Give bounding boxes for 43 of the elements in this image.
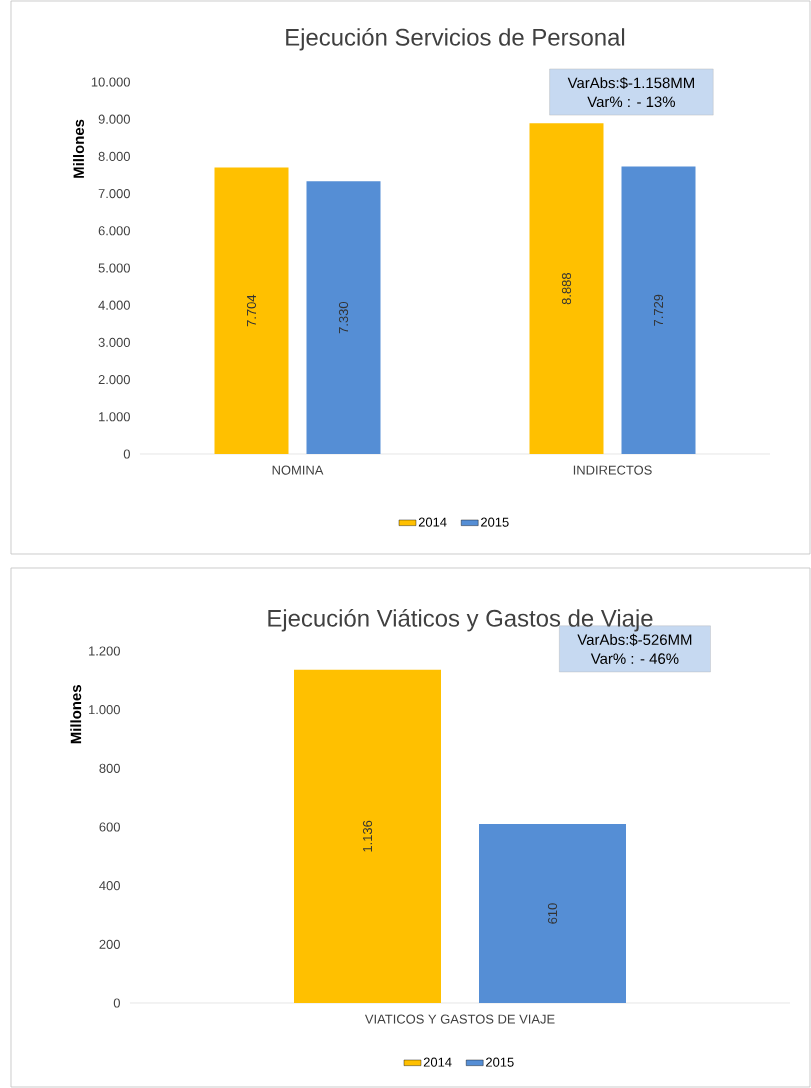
legend-label: 2014	[423, 1057, 452, 1067]
annotation: Var% : - 46%	[590, 653, 679, 664]
y-tick-label: 3.000	[98, 337, 130, 347]
y-tick-label: 1.000	[89, 705, 120, 715]
y-tick-label: 9.000	[98, 114, 130, 124]
y-tick-label: 6.000	[98, 226, 130, 236]
data-label: 610	[547, 903, 558, 924]
text: VarAbs:$-526MM	[577, 633, 692, 646]
data-label: 7.729	[653, 294, 664, 326]
bar	[214, 167, 289, 454]
legend-label: 2015	[486, 1057, 514, 1067]
y-axis-title: Millones	[73, 119, 85, 178]
y-tick-label: 800	[99, 763, 120, 773]
data-label: 7.330	[338, 301, 349, 334]
bar	[529, 123, 604, 454]
y-tick-label: 1.200	[89, 646, 120, 656]
bar	[621, 166, 696, 454]
data-label: 7.704	[246, 294, 257, 327]
chart-title: Ejecución Viáticos y Gastos de Viaje	[268, 608, 653, 632]
y-tick-label: 7.000	[98, 189, 130, 199]
y-tick-label: 4.000	[98, 300, 130, 310]
legend-label: 2014	[418, 517, 447, 527]
x-tick-label: VIATICOS Y GASTOS DE VIAJE	[364, 1014, 555, 1024]
x-tick-label: INDIRECTOS	[573, 465, 652, 475]
y-tick-label: 8.000	[98, 151, 130, 161]
y-tick-label: 1.000	[99, 412, 130, 422]
annotation: VarAbs:$-1.158MM	[567, 76, 694, 90]
bar	[306, 181, 381, 454]
data-label: 8.888	[561, 273, 572, 305]
y-tick-label: 0	[123, 449, 130, 459]
x-tick-label: NOMINA	[272, 465, 324, 475]
annotation: Var% : - 13%	[587, 96, 675, 108]
y-tick-label: 0	[113, 998, 120, 1008]
y-tick-label: 400	[99, 881, 120, 891]
y-tick-label: 5.000	[98, 263, 130, 273]
y-tick-label: 10.000	[91, 77, 130, 87]
data-label: 1.136	[362, 820, 373, 852]
y-tick-label: 2.000	[98, 375, 130, 385]
legend-label: 2015	[481, 517, 509, 527]
y-axis-title: Millones	[70, 685, 82, 744]
chart-title: Ejecución Servicios de Personal	[286, 27, 625, 51]
y-tick-label: 200	[99, 939, 120, 949]
y-tick-label: 600	[99, 822, 120, 832]
